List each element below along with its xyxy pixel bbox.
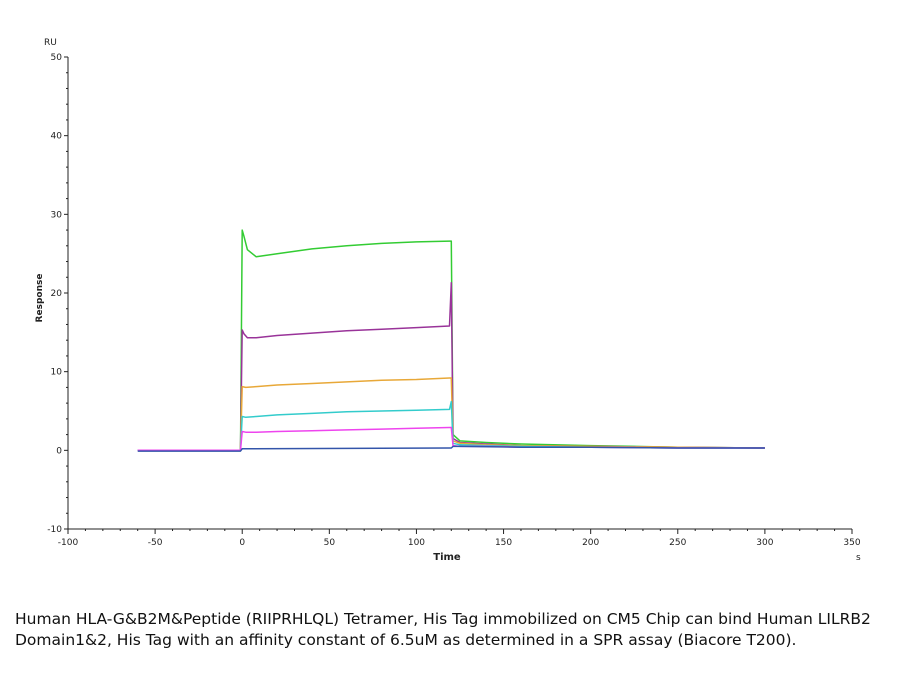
x-tick-label: 300 — [756, 538, 773, 548]
series-layer — [137, 229, 765, 452]
figure-caption: Human HLA-G&B2M&Peptide (RIIPRHLQL) Tetr… — [15, 610, 871, 649]
y-tick-label: 40 — [51, 132, 63, 142]
y-tick-label: 10 — [51, 368, 63, 378]
y-tick-label: 0 — [56, 446, 62, 456]
x-axis-title: Time — [433, 552, 461, 563]
sensorgram-series-6 — [137, 445, 765, 452]
axes-layer — [67, 57, 852, 530]
y-tick-label: 20 — [51, 289, 63, 299]
y-tick-label: -10 — [47, 525, 62, 535]
x-tick-label: 350 — [843, 538, 860, 548]
x-tick-label: 50 — [324, 538, 336, 548]
spr-sensorgram-chart: -100 -50 0 50 100 150 200 250 300 350-10010203040… — [35, 38, 861, 563]
y-tick-label: 50 — [51, 53, 63, 63]
sensorgram-series-1 — [137, 229, 765, 452]
y-tick-label: 30 — [51, 210, 63, 220]
x-tick-label: -100 — [58, 538, 79, 548]
y-unit-label: RU — [44, 38, 57, 48]
ticks-layer: -100 -50 0 50 100 150 200 250 300 350-10010203040… — [47, 53, 861, 548]
x-tick-label: 200 — [582, 538, 599, 548]
x-tick-label: 0 — [239, 538, 245, 548]
x-tick-label: 100 — [408, 538, 425, 548]
x-tick-label: -50 — [148, 538, 163, 548]
sensorgram-series-2 — [137, 282, 765, 452]
y-axis-title: Response — [35, 274, 45, 323]
sensorgram-series-3 — [137, 377, 765, 452]
sensorgram-series-4 — [137, 400, 765, 452]
x-unit-label: s — [856, 553, 861, 563]
x-tick-label: 150 — [495, 538, 512, 548]
x-tick-label: 250 — [669, 538, 686, 548]
